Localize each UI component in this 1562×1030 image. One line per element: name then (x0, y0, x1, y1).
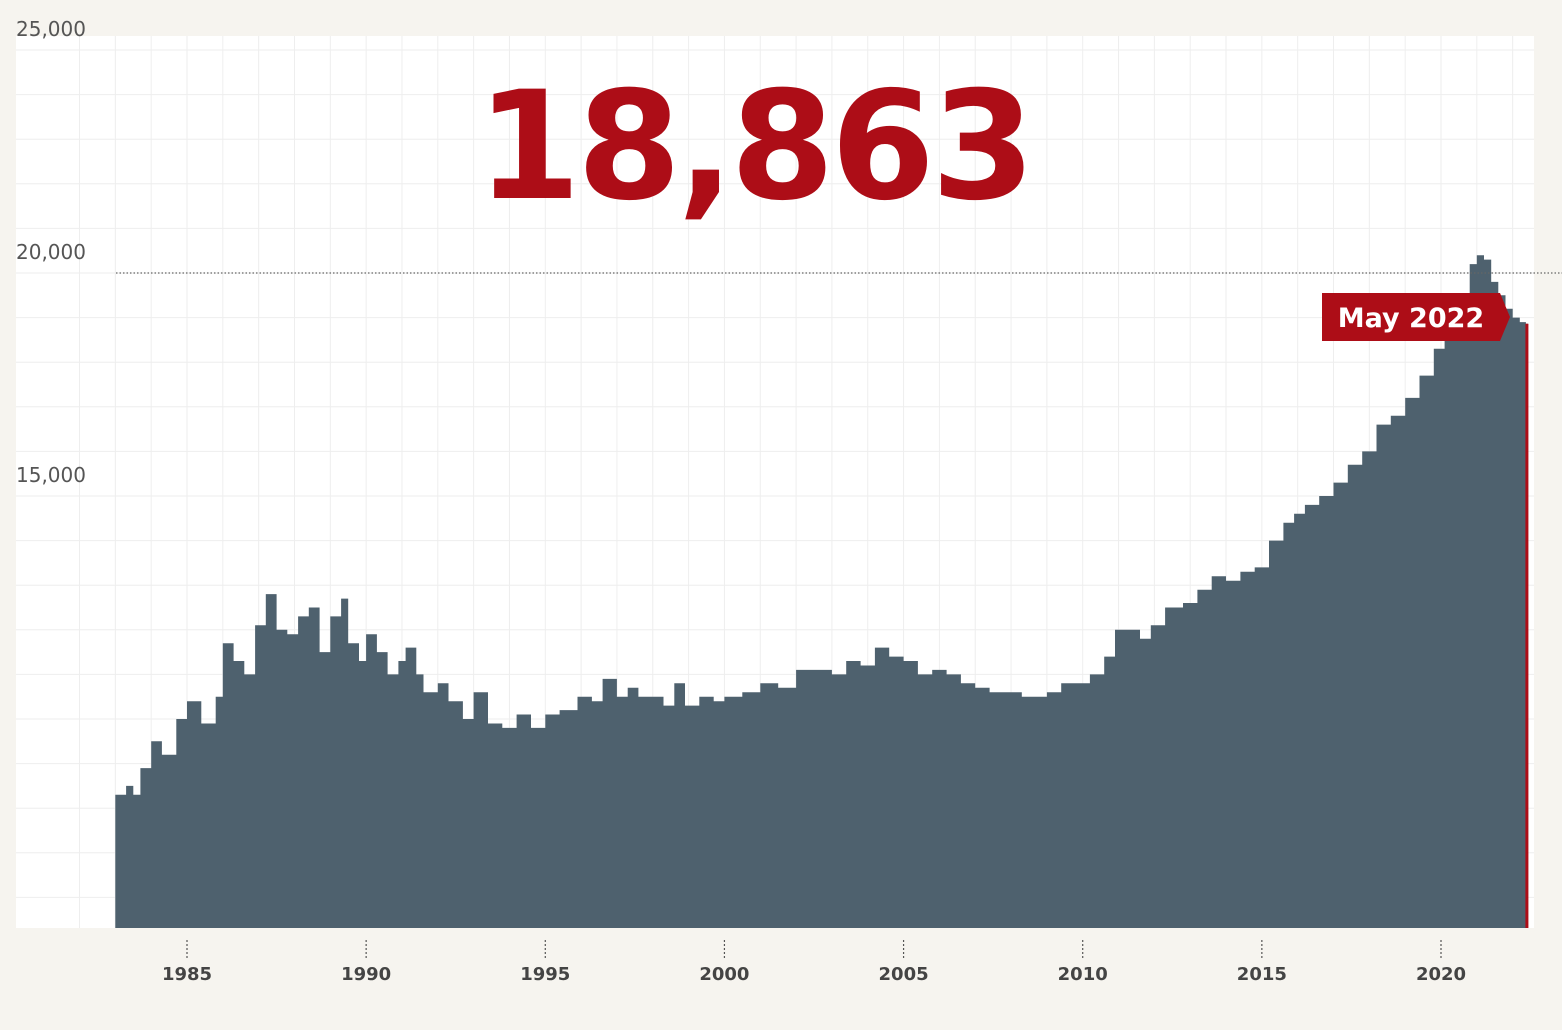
x-tick-label: 2000 (699, 964, 749, 985)
x-tick-label: 2005 (879, 964, 929, 985)
data-area (115, 255, 1528, 928)
x-tick-label: 2015 (1237, 964, 1287, 985)
annotation-flag (1322, 293, 1510, 341)
y-tick-label: 20,000 (16, 240, 86, 264)
x-tick-label: 1995 (520, 964, 570, 985)
x-tick-label: 2020 (1416, 964, 1466, 985)
x-axis: 1985 1990 1995 2000 2005 2010 2015 2020 (162, 940, 1466, 985)
x-tick-label: 1985 (162, 964, 212, 985)
x-tick-label: 2010 (1058, 964, 1108, 985)
y-tick-label: 25,000 (16, 17, 86, 41)
x-tick-label: 1990 (341, 964, 391, 985)
annotation-label: May 2022 (1338, 303, 1484, 334)
y-tick-label: 15,000 (16, 463, 86, 487)
y-axis: 15,000 20,000 25,000 (16, 17, 86, 487)
headline-value: 18,863 (477, 60, 1032, 234)
date-annotation: May 2022 (1322, 293, 1510, 341)
